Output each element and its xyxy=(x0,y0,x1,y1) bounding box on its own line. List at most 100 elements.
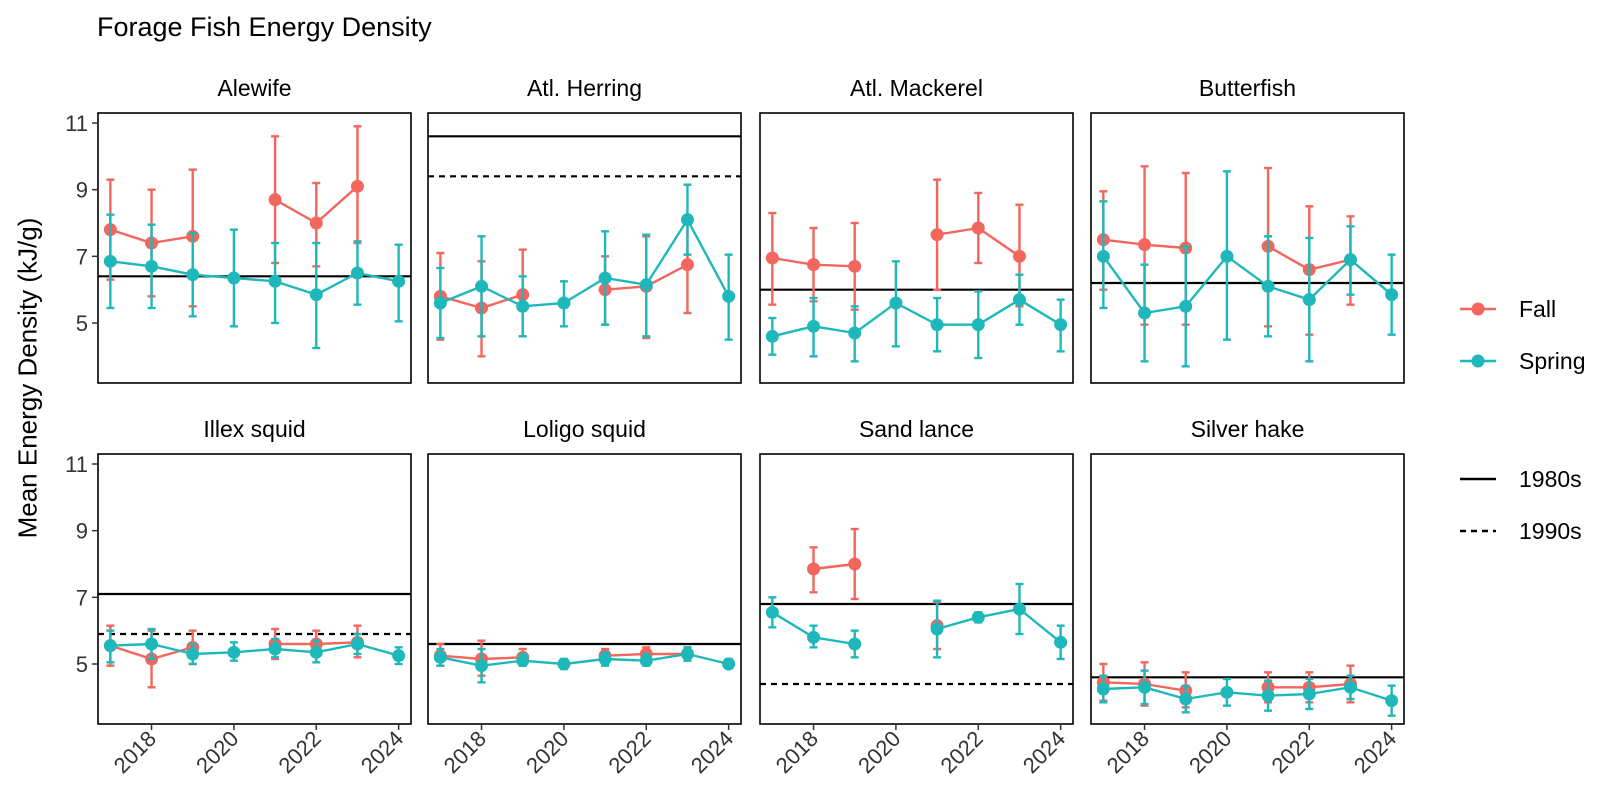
series-line-segment xyxy=(1309,686,1351,696)
series-line-segment xyxy=(1350,686,1393,702)
data-point xyxy=(930,318,944,332)
data-point xyxy=(350,179,364,193)
legend-item-1980s: 1980s xyxy=(1460,466,1582,492)
series-line-segment xyxy=(772,256,814,266)
data-point xyxy=(268,642,282,656)
data-point xyxy=(722,289,736,303)
series-line-segment xyxy=(1226,255,1269,288)
series-line-segment xyxy=(1144,305,1186,315)
series-line-segment xyxy=(522,659,565,666)
data-point xyxy=(765,251,779,265)
series-line-segment xyxy=(1226,691,1269,697)
data-point xyxy=(1343,253,1357,267)
data-point xyxy=(680,213,694,227)
x-tick-label: 2020 xyxy=(521,726,573,778)
series-line-segment xyxy=(110,260,152,268)
series-line-segment xyxy=(481,659,523,667)
series-line-segment xyxy=(1102,255,1146,314)
series-fall xyxy=(765,178,1026,311)
data-point xyxy=(145,637,159,651)
data-point xyxy=(557,296,571,310)
panel-title: Loligo squid xyxy=(523,416,646,442)
x-tick-label: 2018 xyxy=(771,726,823,778)
series-line-segment xyxy=(316,641,358,646)
data-point xyxy=(227,645,241,659)
series-spring xyxy=(1096,170,1399,368)
data-point xyxy=(309,216,323,230)
series-spring xyxy=(765,260,1068,363)
series-line-segment xyxy=(687,652,729,666)
series-line-segment xyxy=(109,228,152,245)
series-line-segment xyxy=(316,642,358,654)
legend-key-point xyxy=(1471,354,1485,368)
data-point xyxy=(475,659,489,673)
data-point xyxy=(433,650,447,664)
data-point xyxy=(639,278,653,292)
series-line-segment xyxy=(978,607,1020,619)
series-line-segment xyxy=(233,276,276,283)
y-tick-label: 9 xyxy=(76,519,88,544)
data-point xyxy=(930,228,944,242)
series-line-segment xyxy=(274,198,317,225)
series-line-segment xyxy=(1349,258,1393,296)
series-line-segment xyxy=(357,642,399,657)
legend: Fall Spring 1980s 1990s xyxy=(1460,296,1585,544)
data-point xyxy=(971,610,985,624)
series-line-segment xyxy=(936,616,979,631)
x-tick-label: 2022 xyxy=(936,726,988,778)
series-line-segment xyxy=(151,642,194,656)
series-line-segment xyxy=(522,301,565,308)
series-line-segment xyxy=(357,271,399,283)
series-line-segment xyxy=(813,263,855,268)
data-point xyxy=(1343,680,1357,694)
series-line-segment xyxy=(1144,243,1186,250)
x-tick-label: 2018 xyxy=(109,726,161,778)
data-point xyxy=(1012,249,1026,263)
legend-label: Fall xyxy=(1519,296,1556,322)
data-point xyxy=(1096,682,1110,696)
data-point xyxy=(557,657,571,671)
series-line-segment xyxy=(192,273,235,280)
legend-item-1990s: 1990s xyxy=(1460,518,1582,544)
panel-silver-hake: Silver hake 2018 2020 2022 2024 xyxy=(1090,416,1405,778)
x-tick-label: 2022 xyxy=(274,726,326,778)
data-point xyxy=(971,221,985,235)
series-line-segment xyxy=(274,647,317,654)
x-tick-label: 2018 xyxy=(1102,726,1154,778)
data-point xyxy=(433,296,447,310)
legend-label: 1990s xyxy=(1519,518,1582,544)
series-line-segment xyxy=(604,276,647,286)
y-tick-label: 11 xyxy=(65,111,88,136)
data-point xyxy=(848,637,862,651)
series-line-segment xyxy=(439,285,482,305)
series-line-segment xyxy=(895,301,938,326)
data-point xyxy=(227,271,241,285)
panel-title: Alewife xyxy=(217,75,291,101)
data-point xyxy=(1261,689,1275,703)
series-line-segment xyxy=(604,285,647,291)
x-tick-label: 2022 xyxy=(604,726,656,778)
panel-frame xyxy=(1090,112,1405,384)
series-line-segment xyxy=(274,280,317,296)
data-point xyxy=(1261,279,1275,293)
data-point xyxy=(1302,687,1316,701)
data-point xyxy=(1012,293,1026,307)
data-point xyxy=(807,258,821,272)
x-tick-label: 2024 xyxy=(356,726,408,778)
data-point xyxy=(722,657,736,671)
data-point xyxy=(516,654,530,668)
y-tick-label: 5 xyxy=(76,652,88,677)
y-tick-label: 11 xyxy=(65,452,88,477)
data-point xyxy=(350,266,364,280)
y-tick-label: 7 xyxy=(76,244,88,269)
panel-illex-squid: Illex squid 5 7 9 11 2018 2020 2022 2024 xyxy=(65,416,412,778)
data-point xyxy=(930,622,944,636)
series-line-segment xyxy=(977,298,1021,326)
data-point xyxy=(1385,288,1399,302)
data-point xyxy=(598,271,612,285)
series-line-segment xyxy=(813,562,855,571)
panel-sand-lance: Sand lance 2018 2020 2022 2024 xyxy=(759,416,1074,778)
data-point xyxy=(680,647,694,661)
series-line-segment xyxy=(1308,258,1351,271)
